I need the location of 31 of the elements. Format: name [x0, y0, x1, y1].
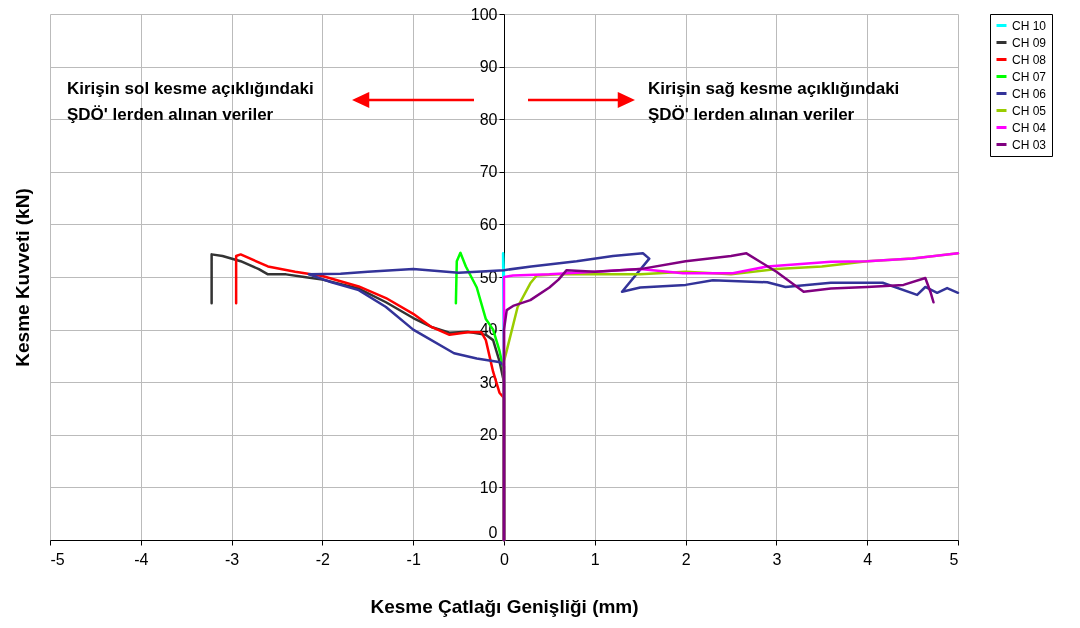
legend-label: CH 06 — [1012, 86, 1047, 101]
x-tick-label: -1 — [406, 550, 421, 568]
x-tick-label: 2 — [681, 550, 691, 568]
x-tick-label: -4 — [134, 550, 149, 568]
legend-label: CH 04 — [1012, 120, 1047, 135]
annotation: Kirişin sol kesme açıklığındaki ŞDÖ' lerden alınan veriler — [67, 79, 314, 124]
y-axis-title: Kesme Kuvveti (kN) — [11, 188, 33, 367]
legend-label: CH 08 — [1012, 52, 1047, 67]
x-tick-label: 5 — [949, 550, 959, 568]
legend-label: CH 10 — [1012, 18, 1047, 33]
y-tick-label: 70 — [479, 163, 498, 181]
annotation: Kirişin sağ kesme açıklığındaki ŞDÖ' lerden alınan veriler — [648, 79, 900, 124]
y-tick-label: 60 — [479, 215, 498, 233]
y-tick-label: 0 — [488, 523, 498, 541]
y-tick-label: 20 — [479, 426, 498, 444]
y-tick-label: 90 — [479, 58, 498, 76]
x-tick-label: 3 — [772, 550, 782, 568]
legend-label: CH 05 — [1012, 103, 1047, 118]
y-tick-label: 80 — [479, 110, 498, 128]
legend-label: CH 09 — [1012, 35, 1047, 50]
x-tick-label: 1 — [590, 550, 600, 568]
x-tick-label: -2 — [315, 550, 331, 568]
x-tick-label: 0 — [500, 550, 510, 568]
legend-label: CH 03 — [1012, 137, 1047, 152]
x-tick-label: 4 — [863, 550, 873, 568]
x-tick-label: -3 — [224, 550, 240, 568]
y-tick-label: 100 — [470, 5, 498, 23]
legend-label: CH 07 — [1012, 69, 1047, 84]
y-tick-label: 10 — [479, 478, 498, 496]
x-axis-title: Kesme Çatlağı Genişliği (mm) — [370, 595, 639, 617]
x-tick-label: -5 — [50, 550, 65, 568]
